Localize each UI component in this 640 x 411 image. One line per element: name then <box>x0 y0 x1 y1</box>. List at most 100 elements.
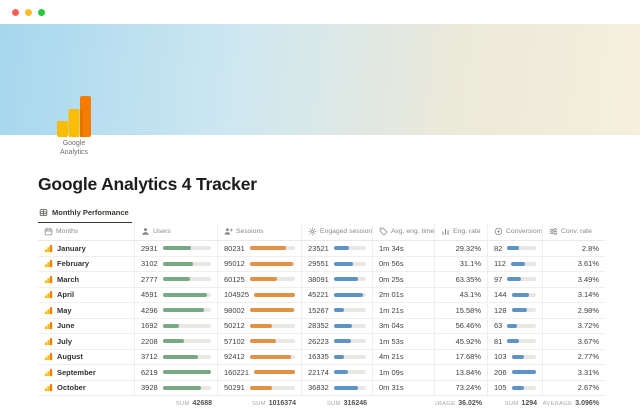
cell-avg_time[interactable]: 4m 21s <box>373 349 435 364</box>
cell-conv_rate[interactable]: 2.98% <box>543 303 605 318</box>
cell-month[interactable]: October <box>38 380 135 395</box>
cell-users[interactable]: 4296 <box>135 303 218 318</box>
cell-conversions[interactable]: 206 <box>488 365 543 380</box>
cell-eng_rate[interactable]: 17.68% <box>435 349 488 364</box>
footer-avg_time[interactable] <box>373 396 435 411</box>
cell-conv_rate[interactable]: 2.67% <box>543 381 605 396</box>
cell-engaged[interactable]: 38091 <box>302 272 373 287</box>
google-analytics-page-icon[interactable] <box>57 96 91 137</box>
cell-users[interactable]: 4591 <box>135 287 218 302</box>
cell-avg_time[interactable]: 2m 01s <box>373 287 435 302</box>
cell-users[interactable]: 1692 <box>135 318 218 333</box>
column-header-eng_rate[interactable]: Eng. rate <box>435 223 488 240</box>
cell-eng_rate[interactable]: 29.32% <box>435 241 488 256</box>
cell-conversions[interactable]: 81 <box>488 334 543 349</box>
footer-conversions[interactable]: SUM 1294 <box>488 396 543 411</box>
minimize-window-button[interactable] <box>25 8 32 16</box>
cell-conv_rate[interactable]: 3.31% <box>543 365 605 380</box>
cell-avg_time[interactable]: 0m 31s <box>373 380 435 395</box>
close-window-button[interactable] <box>12 8 19 16</box>
cell-eng_rate[interactable]: 43.1% <box>435 287 488 302</box>
column-header-conversions[interactable]: Conversions <box>488 223 543 240</box>
cell-avg_time[interactable]: 1m 21s <box>373 303 435 318</box>
cell-eng_rate[interactable]: 13.84% <box>435 365 488 380</box>
cell-conversions[interactable]: 97 <box>488 272 543 287</box>
footer-users[interactable]: SUM 42688 <box>135 396 218 411</box>
cell-conv_rate[interactable]: 3.67% <box>543 334 605 349</box>
cell-engaged[interactable]: 36832 <box>302 380 373 395</box>
cell-sessions[interactable]: 50291 <box>218 380 302 395</box>
footer-conv_rate[interactable]: AVERAGE 3.096% <box>543 396 605 411</box>
cell-conversions[interactable]: 105 <box>488 380 543 395</box>
cell-conversions[interactable]: 103 <box>488 349 543 364</box>
cell-users[interactable]: 3928 <box>135 380 218 395</box>
footer-eng_rate[interactable]: AVERAGE36.02% <box>435 396 488 411</box>
cell-engaged[interactable]: 16335 <box>302 349 373 364</box>
cell-engaged[interactable]: 23521 <box>302 241 373 256</box>
cell-users[interactable]: 2208 <box>135 334 218 349</box>
column-header-users[interactable]: Users <box>135 223 218 240</box>
tab-monthly-performance[interactable]: Monthly Performance <box>38 208 132 223</box>
cell-avg_time[interactable]: 0m 25s <box>373 272 435 287</box>
footer-month[interactable] <box>38 396 135 411</box>
maximize-window-button[interactable] <box>38 8 45 16</box>
page-title[interactable]: Google Analytics 4 Tracker <box>38 174 257 194</box>
cell-conv_rate[interactable]: 3.61% <box>543 257 605 272</box>
cell-conv_rate[interactable]: 2.8% <box>543 241 605 256</box>
cell-engaged[interactable]: 28352 <box>302 318 373 333</box>
cell-avg_time[interactable]: 3m 04s <box>373 318 435 333</box>
cell-eng_rate[interactable]: 63.35% <box>435 272 488 287</box>
cell-eng_rate[interactable]: 45.92% <box>435 334 488 349</box>
cell-users[interactable]: 6219 <box>135 365 218 380</box>
cell-sessions[interactable]: 80231 <box>218 241 302 256</box>
cell-sessions[interactable]: 98002 <box>218 303 302 318</box>
footer-engaged[interactable]: SUM 316246 <box>302 396 373 411</box>
cell-month[interactable]: May <box>38 303 135 318</box>
cell-avg_time[interactable]: 1m 09s <box>373 365 435 380</box>
cell-users[interactable]: 3712 <box>135 349 218 364</box>
cell-sessions[interactable]: 50212 <box>218 318 302 333</box>
cell-avg_time[interactable]: 1m 53s <box>373 334 435 349</box>
cell-conv_rate[interactable]: 3.72% <box>543 319 605 334</box>
cell-sessions[interactable]: 95012 <box>218 256 302 271</box>
column-header-engaged[interactable]: Engaged sessions <box>302 223 373 240</box>
cell-engaged[interactable]: 45221 <box>302 287 373 302</box>
cell-avg_time[interactable]: 1m 34s <box>373 241 435 256</box>
cell-month[interactable]: September <box>38 365 135 380</box>
cell-month[interactable]: February <box>38 256 135 271</box>
cell-month[interactable]: August <box>38 349 135 364</box>
cell-sessions[interactable]: 104925 <box>218 287 302 302</box>
cell-avg_time[interactable]: 0m 56s <box>373 256 435 271</box>
cell-month[interactable]: April <box>38 287 135 302</box>
cell-eng_rate[interactable]: 73.24% <box>435 380 488 395</box>
cell-conversions[interactable]: 128 <box>488 303 543 318</box>
cell-eng_rate[interactable]: 31.1% <box>435 256 488 271</box>
cell-conversions[interactable]: 82 <box>488 241 543 256</box>
cell-month[interactable]: January <box>38 241 135 256</box>
cell-sessions[interactable]: 57102 <box>218 334 302 349</box>
cell-conv_rate[interactable]: 2.77% <box>543 350 605 365</box>
cell-eng_rate[interactable]: 15.58% <box>435 303 488 318</box>
cell-eng_rate[interactable]: 56.46% <box>435 318 488 333</box>
cell-conv_rate[interactable]: 3.14% <box>543 288 605 303</box>
column-header-sessions[interactable]: Sessions <box>218 223 302 240</box>
cell-conversions[interactable]: 63 <box>488 318 543 333</box>
cell-users[interactable]: 2777 <box>135 272 218 287</box>
cell-month[interactable]: March <box>38 272 135 287</box>
column-header-avg_time[interactable]: Avg. eng. time <box>373 223 435 240</box>
cell-engaged[interactable]: 29551 <box>302 256 373 271</box>
cell-conv_rate[interactable]: 3.49% <box>543 272 605 287</box>
cell-engaged[interactable]: 15267 <box>302 303 373 318</box>
cell-month[interactable]: July <box>38 334 135 349</box>
cell-conversions[interactable]: 144 <box>488 287 543 302</box>
cell-users[interactable]: 3102 <box>135 256 218 271</box>
cell-engaged[interactable]: 22174 <box>302 365 373 380</box>
cell-sessions[interactable]: 60125 <box>218 272 302 287</box>
cell-users[interactable]: 2931 <box>135 241 218 256</box>
cell-conversions[interactable]: 112 <box>488 256 543 271</box>
column-header-conv_rate[interactable]: Conv. rate <box>543 223 605 240</box>
cell-month[interactable]: June <box>38 318 135 333</box>
cell-sessions[interactable]: 92412 <box>218 349 302 364</box>
column-header-month[interactable]: Months <box>38 223 135 240</box>
cell-engaged[interactable]: 26223 <box>302 334 373 349</box>
